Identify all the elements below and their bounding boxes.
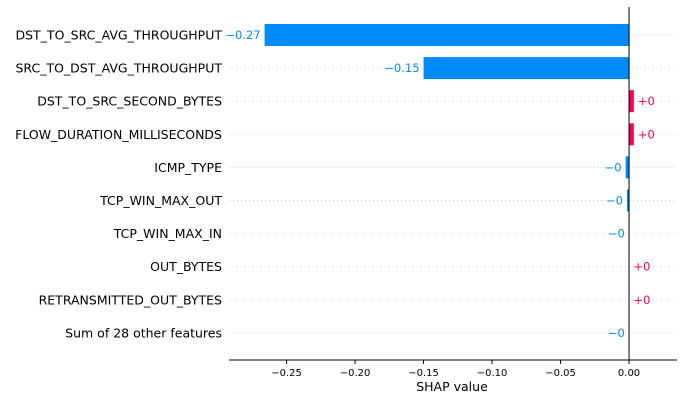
x-tick-label: −0.25 bbox=[271, 368, 302, 379]
feature-label: ICMP_TYPE bbox=[154, 160, 222, 175]
x-tick-label: 0.00 bbox=[618, 368, 640, 379]
feature-label: TCP_WIN_MAX_OUT bbox=[99, 193, 222, 208]
feature-labels: DST_TO_SRC_AVG_THROUGHPUT SRC_TO_DST_AVG_… bbox=[15, 28, 222, 341]
feature-label: TCP_WIN_MAX_IN bbox=[113, 226, 222, 241]
bar bbox=[424, 57, 630, 79]
value-label: −0.27 bbox=[225, 28, 260, 42]
value-label: −0 bbox=[608, 326, 625, 340]
value-label: +0 bbox=[633, 293, 650, 307]
bar bbox=[265, 24, 629, 46]
value-label: +0 bbox=[633, 260, 650, 274]
x-tick-label: −0.20 bbox=[340, 368, 371, 379]
bar bbox=[626, 156, 629, 178]
feature-label: SRC_TO_DST_AVG_THROUGHPUT bbox=[15, 61, 222, 76]
x-tick-label: −0.10 bbox=[477, 368, 508, 379]
feature-label: RETRANSMITTED_OUT_BYTES bbox=[39, 292, 222, 307]
x-axis-title: SHAP value bbox=[416, 379, 488, 394]
value-label: −0.15 bbox=[384, 61, 419, 75]
value-label: +0 bbox=[638, 127, 655, 141]
feature-label: DST_TO_SRC_AVG_THROUGHPUT bbox=[15, 28, 222, 43]
x-tick-label: −0.05 bbox=[545, 368, 576, 379]
value-label: +0 bbox=[638, 94, 655, 108]
feature-label: DST_TO_SRC_SECOND_BYTES bbox=[37, 94, 222, 109]
feature-label: OUT_BYTES bbox=[150, 259, 222, 274]
bar bbox=[629, 123, 634, 145]
feature-label: Sum of 28 other features bbox=[65, 325, 222, 340]
value-label: −0 bbox=[605, 160, 622, 174]
value-label: −0 bbox=[606, 194, 623, 208]
x-tick-label: −0.15 bbox=[408, 368, 439, 379]
grid-lines bbox=[229, 35, 677, 333]
bars bbox=[265, 24, 634, 212]
feature-label: FLOW_DURATION_MILLISECONDS bbox=[15, 127, 222, 142]
value-label: −0 bbox=[608, 227, 625, 241]
bar bbox=[629, 90, 634, 112]
